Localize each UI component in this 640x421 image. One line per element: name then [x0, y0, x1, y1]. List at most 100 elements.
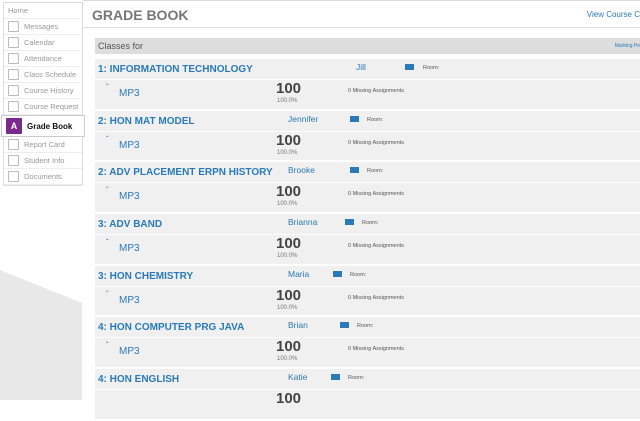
class-row: 1: INFORMATION TECHNOLOGY Jill Room: ˇ M… — [95, 59, 640, 111]
chevron-down-icon[interactable]: ˇ — [106, 238, 109, 248]
grade-score[interactable]: 100 — [276, 183, 302, 201]
missing-assignments: 0 Missing Assignments — [348, 191, 404, 198]
marking-period-toggle[interactable]: MP3 — [119, 139, 140, 151]
grade-score[interactable]: 100 — [276, 286, 302, 304]
sidebar-item-label: Course History — [24, 86, 74, 95]
sidebar-item-label: Home — [8, 6, 29, 15]
room-label: Room: — [367, 168, 384, 175]
sidebar-item-report-card[interactable]: Report Card — [4, 137, 82, 153]
class-name-link[interactable]: 4: HON ENGLISH — [98, 374, 180, 386]
marking-period-toggle[interactable]: MP3 — [119, 243, 140, 255]
missing-assignments: 0 Missing Assignments — [348, 139, 404, 146]
sidebar-item-label: Class Schedule — [24, 70, 77, 79]
sidebar-item-label: Student Info — [24, 156, 65, 165]
mail-icon[interactable] — [405, 64, 414, 70]
teacher-link[interactable]: Jennifer — [288, 113, 319, 124]
missing-assignments: 0 Missing Assignments — [348, 88, 404, 94]
missing-assignments: 0 Missing Assignments — [348, 346, 404, 353]
divider — [95, 130, 640, 132]
teacher-link[interactable]: Brooke — [288, 165, 315, 176]
marking-period-toggle[interactable]: MP3 — [119, 294, 140, 306]
sidebar-item-class-schedule[interactable]: Class Schedule — [4, 67, 82, 83]
class-name-link[interactable]: 3: ADV BAND — [98, 219, 163, 231]
grade-score[interactable]: 100 — [276, 131, 302, 149]
marking-period-toggle[interactable]: MP3 — [119, 88, 140, 99]
sidebar-item-student-info[interactable]: Student Info — [4, 153, 82, 169]
sidebar-item-label: Messages — [24, 22, 59, 31]
student-info-icon — [8, 155, 19, 166]
sidebar-item-course-request[interactable]: Course Request — [4, 99, 82, 115]
mail-icon[interactable] — [331, 374, 340, 381]
sidebar-item-label: Course Request — [24, 102, 79, 111]
sidebar-item-messages[interactable]: Messages — [4, 19, 82, 35]
mail-icon[interactable] — [350, 115, 359, 122]
class-row: 4: HON ENGLISH Katie Room: 100 — [95, 369, 640, 421]
room-label: Room: — [350, 271, 367, 278]
room-label: Room: — [362, 220, 379, 227]
sidebar-item-home[interactable]: Home — [4, 3, 82, 19]
class-name-link[interactable]: 3: HON CHEMISTRY — [98, 270, 194, 282]
missing-assignments: 0 Missing Assignments — [348, 243, 404, 250]
room-label: Room: — [348, 375, 365, 382]
grade-score[interactable]: 100 — [276, 235, 302, 253]
background-shape — [0, 270, 82, 400]
grade-score[interactable]: 100 — [276, 80, 302, 97]
chevron-down-icon[interactable]: ˇ — [106, 134, 109, 144]
class-row: 3: HON CHEMISTRY Maria Room: ˇ MP3 100 10… — [95, 265, 640, 318]
divider — [95, 234, 640, 236]
chevron-down-icon[interactable]: ˇ — [106, 341, 109, 351]
teacher-link[interactable]: Brian — [288, 320, 308, 331]
class-row: 3: ADV BAND Brianna Room: ˇ MP3 100 100.0… — [95, 214, 640, 266]
sidebar-item-documents[interactable]: Documents — [4, 169, 82, 185]
class-name-link[interactable]: 2: HON MAT MODEL — [98, 115, 195, 127]
sidebar-item-label: Grade Book — [27, 121, 73, 131]
sidebar-item-attendance[interactable]: Attendance — [4, 51, 82, 67]
attendance-icon — [8, 53, 19, 64]
grade-score[interactable]: 100 — [276, 338, 302, 356]
marking-period-toggle[interactable]: MP3 — [119, 346, 140, 358]
grade-percent: 100.0% — [277, 304, 298, 311]
grade-percent: 100.0% — [277, 253, 298, 260]
grade-score[interactable]: 100 — [276, 390, 302, 408]
sidebar-item-grade-book[interactable]: A Grade Book — [1, 115, 85, 137]
room-label: Room: — [423, 65, 440, 71]
divider — [95, 337, 640, 339]
divider — [95, 182, 640, 184]
report-card-icon — [8, 139, 19, 150]
teacher-link[interactable]: Katie — [288, 372, 308, 383]
teacher-link[interactable]: Jill — [356, 62, 366, 72]
teacher-link[interactable]: Maria — [288, 268, 310, 279]
class-row: 2: HON MAT MODEL Jennifer Room: ˇ MP3 100… — [95, 110, 640, 163]
chevron-down-icon[interactable]: ˇ — [106, 83, 109, 92]
class-name-link[interactable]: 2: ADV PLACEMENT ERPN HISTORY — [98, 167, 273, 179]
grade-percent: 100.0% — [277, 201, 298, 208]
room-label: Room: — [367, 116, 384, 123]
class-name-link[interactable]: 4: HON COMPUTER PRG JAVA — [98, 322, 245, 334]
class-row: 2: ADV PLACEMENT ERPN HISTORY Brooke Roo… — [95, 162, 640, 215]
mail-icon[interactable] — [340, 322, 349, 329]
main-content: GRADE BOOK View Course C Classes for Mar… — [83, 0, 640, 421]
class-name-link[interactable]: 1: INFORMATION TECHNOLOGY — [98, 64, 253, 75]
page-title: GRADE BOOK — [92, 7, 189, 23]
course-history-icon — [8, 85, 19, 96]
sidebar-item-calendar[interactable]: Calendar — [4, 35, 82, 51]
chevron-down-icon[interactable]: ˇ — [106, 186, 109, 196]
chevron-down-icon[interactable]: ˇ — [106, 289, 109, 299]
grade-percent: 100.0% — [277, 149, 298, 156]
sidebar-item-label: Documents — [24, 172, 62, 181]
view-course-link[interactable]: View Course C — [586, 10, 640, 19]
teacher-link[interactable]: Brianna — [288, 217, 318, 228]
sidebar-item-label: Calendar — [24, 38, 55, 47]
classes-for-label: Classes for — [98, 41, 144, 51]
class-list: 1: INFORMATION TECHNOLOGY Jill Room: ˇ M… — [95, 59, 640, 421]
classes-for-bar: Classes for Marking Pe — [95, 38, 640, 54]
divider — [95, 389, 640, 391]
sidebar-item-course-history[interactable]: Course History — [4, 83, 82, 99]
mail-icon[interactable] — [345, 219, 354, 226]
marking-period-link[interactable]: Marking Pe — [614, 43, 640, 49]
mail-icon[interactable] — [350, 167, 359, 174]
marking-period-toggle[interactable]: MP3 — [119, 191, 140, 203]
mail-icon[interactable] — [333, 270, 342, 277]
messages-icon — [8, 21, 19, 32]
documents-icon — [8, 171, 19, 182]
